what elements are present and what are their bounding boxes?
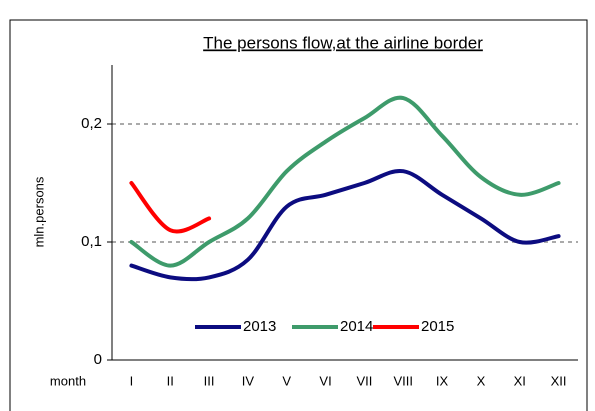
x-tick-label: II (167, 373, 174, 388)
x-tick-label: IV (242, 373, 255, 388)
x-tick-label: XI (514, 373, 526, 388)
x-tick-label: VII (356, 373, 372, 388)
x-tick-label: VI (319, 373, 331, 388)
x-tick-label: XII (551, 373, 567, 388)
series-line (129, 95, 561, 268)
y-axis-label: mln.persons (31, 176, 46, 247)
series-line (129, 181, 212, 234)
legend-label: 2015 (421, 318, 454, 335)
y-tick-label: 0 (94, 351, 102, 368)
x-tick-label: IX (436, 373, 449, 388)
legend-label: 2014 (340, 318, 373, 335)
y-tick-label: 0,1 (81, 233, 102, 250)
x-tick-label: III (204, 373, 215, 388)
chart-frame (9, 19, 588, 411)
y-tick-label: 0,2 (81, 115, 102, 132)
x-tick-label: V (282, 373, 291, 388)
x-axis-label: month (50, 373, 86, 388)
x-tick-label: VIII (393, 373, 413, 388)
legend-label: 2013 (243, 318, 276, 335)
x-tick-label: I (130, 373, 134, 388)
chart-title: The persons flow,at the airline border (203, 33, 483, 52)
x-tick-label: X (477, 373, 486, 388)
series-line (129, 168, 561, 282)
